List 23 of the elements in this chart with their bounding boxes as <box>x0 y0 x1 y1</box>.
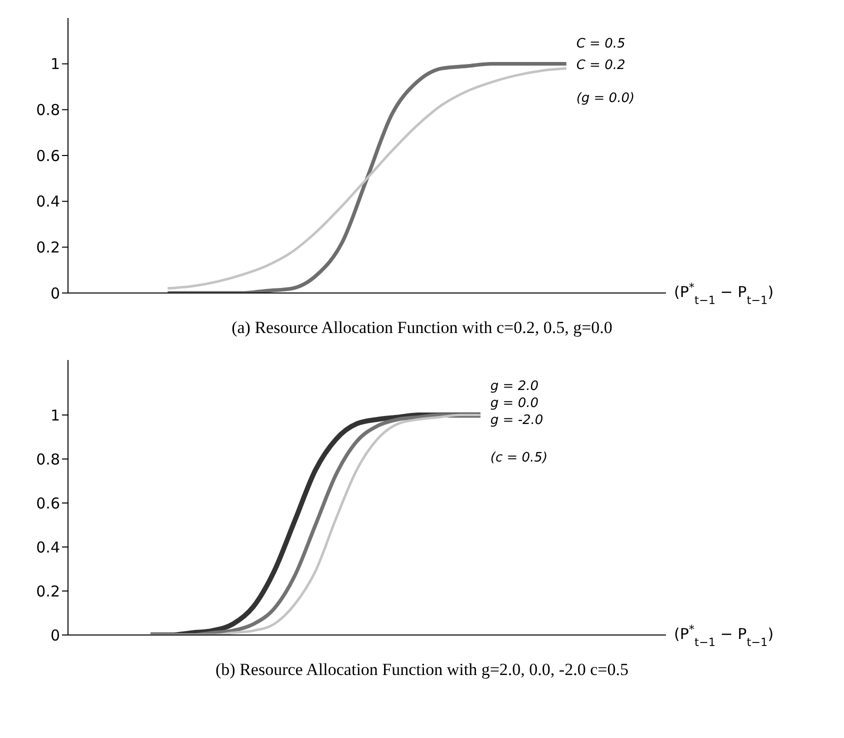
annotation: (g = 0.0) <box>576 90 635 106</box>
x-axis-title: (P$^{*}$$_{t−1}$ − P$_{t−1}$) <box>674 280 774 306</box>
y-tick-label: 0 <box>50 626 60 644</box>
y-tick-label: 1 <box>50 406 60 424</box>
annotation: (c = 0.5) <box>490 450 548 466</box>
text: (b) Resource Allocation Function with g=2.0, 0.0, -2.0 c=0.5 <box>214 660 630 680</box>
y-tick-label: 0.6 <box>36 494 60 512</box>
series-label: C = 0.5 <box>576 36 626 52</box>
y-tick-label: 0.8 <box>36 100 60 119</box>
series-label: g = 2.0 <box>490 379 539 394</box>
y-tick-label: 0.6 <box>36 146 60 165</box>
x-axis-title: (P$^{*}$$_{t−1}$ − P$_{t−1}$) <box>674 622 774 648</box>
y-tick-label: 0.4 <box>36 192 60 211</box>
y-tick-label: 0.4 <box>36 538 60 556</box>
y-tick-label: 0.8 <box>36 450 60 468</box>
y-tick-label: 1 <box>50 55 60 74</box>
y-tick-label: 0.2 <box>36 238 60 256</box>
y-tick-label: 0 <box>50 284 60 302</box>
series-label: g = -2.0 <box>490 413 544 428</box>
y-tick-label: 0.2 <box>36 582 60 600</box>
text: (a) Resource Allocation Function with c=0.2, 0.5, g=0.0 <box>230 318 614 338</box>
series-label: g = 0.0 <box>490 396 539 411</box>
series-label: C = 0.2 <box>576 58 626 73</box>
